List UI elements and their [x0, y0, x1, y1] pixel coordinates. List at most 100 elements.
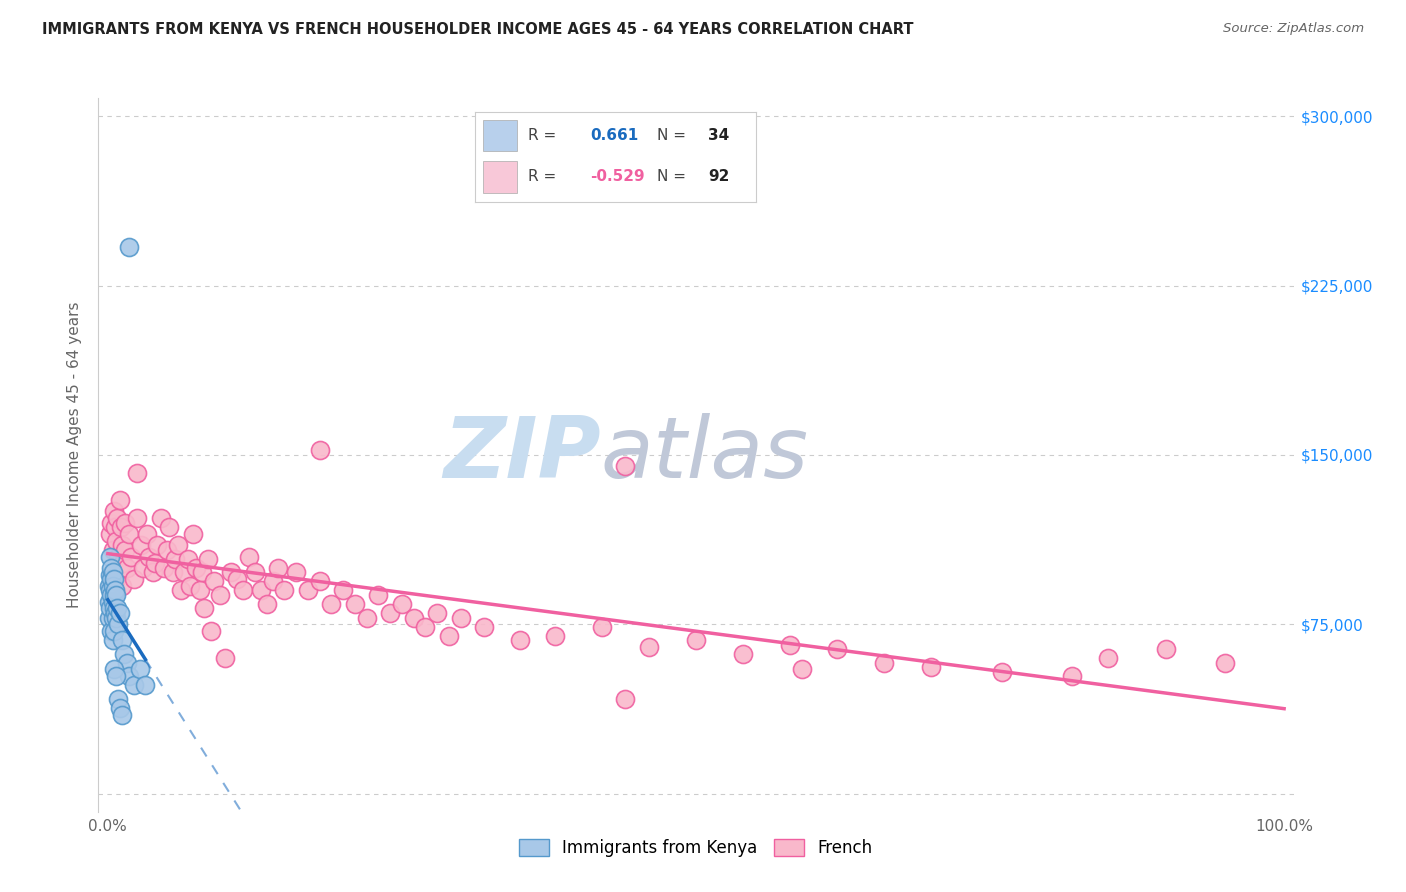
Point	[267, 561, 290, 575]
Text: atlas: atlas	[600, 413, 808, 497]
Point	[104, 606, 127, 620]
Point	[214, 651, 236, 665]
Point	[450, 610, 472, 624]
Point	[114, 542, 136, 557]
Text: 92: 92	[709, 169, 730, 184]
Point	[731, 647, 754, 661]
Point	[162, 566, 184, 580]
Point	[226, 572, 249, 586]
Point	[173, 566, 195, 580]
Point	[100, 561, 122, 575]
Point	[202, 574, 225, 589]
Point	[1097, 651, 1119, 665]
Point	[157, 520, 180, 534]
Text: N =: N =	[658, 169, 692, 184]
Point	[149, 511, 172, 525]
Point	[103, 572, 125, 586]
Point	[101, 579, 124, 593]
Text: R =: R =	[529, 169, 561, 184]
Point	[108, 606, 131, 620]
Point	[415, 619, 437, 633]
Point	[134, 678, 156, 692]
Point	[108, 566, 131, 580]
Point	[127, 466, 149, 480]
Point	[343, 597, 366, 611]
Point	[103, 504, 125, 518]
Point	[110, 520, 132, 534]
Point	[114, 516, 136, 530]
Point	[143, 557, 166, 571]
Point	[118, 240, 141, 254]
Point	[127, 511, 149, 525]
Point	[232, 583, 254, 598]
Point	[111, 707, 134, 722]
Point	[98, 579, 121, 593]
Point	[111, 579, 134, 593]
Point	[105, 669, 128, 683]
Point	[141, 566, 163, 580]
Point	[101, 595, 124, 609]
Point	[256, 597, 278, 611]
Point	[153, 561, 176, 575]
Point	[191, 566, 214, 580]
Point	[1156, 642, 1178, 657]
FancyBboxPatch shape	[484, 120, 517, 151]
Point	[115, 656, 138, 670]
Point	[167, 538, 190, 552]
Point	[103, 663, 125, 677]
Point	[105, 511, 128, 525]
Point	[332, 583, 354, 598]
Point	[472, 619, 495, 633]
Point	[128, 663, 150, 677]
Y-axis label: Householder Income Ages 45 - 64 years: Householder Income Ages 45 - 64 years	[67, 301, 83, 608]
Point	[118, 527, 141, 541]
Point	[104, 520, 127, 534]
Point	[179, 579, 201, 593]
Point	[101, 542, 124, 557]
Legend: Immigrants from Kenya, French: Immigrants from Kenya, French	[512, 832, 880, 864]
Point	[111, 538, 134, 552]
Point	[249, 583, 271, 598]
Point	[193, 601, 215, 615]
Point	[208, 588, 231, 602]
FancyBboxPatch shape	[484, 161, 517, 193]
Point	[105, 601, 128, 615]
Text: 34: 34	[709, 128, 730, 143]
Point	[107, 691, 129, 706]
Point	[100, 516, 122, 530]
Point	[243, 566, 266, 580]
Point	[98, 601, 121, 615]
Point	[184, 561, 207, 575]
Point	[135, 527, 157, 541]
Point	[638, 640, 661, 654]
Point	[98, 595, 121, 609]
Point	[321, 597, 343, 611]
Point	[509, 633, 531, 648]
Point	[100, 588, 122, 602]
Point	[107, 549, 129, 564]
Point	[129, 538, 152, 552]
Point	[100, 572, 122, 586]
Point	[170, 583, 193, 598]
Point	[779, 638, 801, 652]
Point	[544, 629, 567, 643]
Point	[118, 669, 141, 683]
Point	[308, 443, 330, 458]
Point	[98, 527, 121, 541]
Point	[200, 624, 222, 638]
Point	[122, 678, 145, 692]
Point	[105, 572, 128, 586]
Point	[111, 633, 134, 648]
Point	[108, 493, 131, 508]
Point	[437, 629, 460, 643]
Text: -0.529: -0.529	[591, 169, 644, 184]
Point	[614, 691, 637, 706]
Text: ZIP: ZIP	[443, 413, 600, 497]
Point	[108, 701, 131, 715]
Point	[101, 633, 124, 648]
Point	[104, 583, 127, 598]
Point	[285, 566, 308, 580]
Point	[1213, 656, 1236, 670]
Point	[105, 588, 128, 602]
Point	[112, 557, 135, 571]
